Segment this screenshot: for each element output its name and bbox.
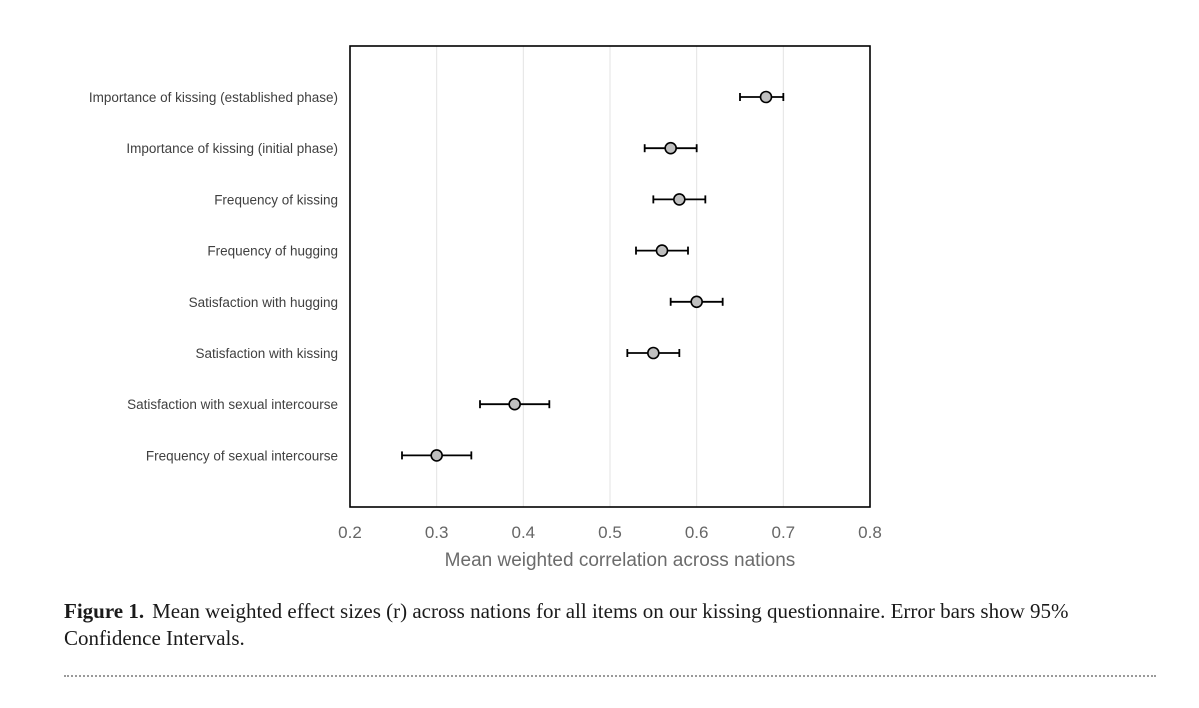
plot-frame bbox=[349, 45, 871, 508]
data-point bbox=[673, 193, 686, 206]
data-point bbox=[690, 295, 703, 309]
data-points bbox=[430, 90, 773, 462]
x-tick-label: 0.8 bbox=[858, 523, 882, 542]
figure-label: Figure 1. bbox=[64, 599, 145, 623]
category-label: Importance of kissing (established phase… bbox=[89, 90, 338, 105]
category-label: Satisfaction with hugging bbox=[189, 295, 338, 310]
gridlines bbox=[436, 46, 784, 507]
data-point bbox=[664, 141, 677, 155]
category-labels: Importance of kissing (established phase… bbox=[89, 90, 338, 463]
data-point bbox=[759, 90, 773, 104]
x-tick-label: 0.5 bbox=[598, 523, 622, 542]
x-tick-label: 0.3 bbox=[425, 523, 449, 542]
x-tick-label: 0.4 bbox=[512, 523, 536, 542]
figure-caption: Figure 1. Mean weighted effect sizes (r) … bbox=[64, 598, 1154, 652]
data-point bbox=[430, 449, 443, 462]
figure-caption-text: Mean weighted effect sizes (r) across na… bbox=[64, 599, 1069, 650]
data-point bbox=[647, 346, 660, 360]
category-label: Frequency of kissing bbox=[214, 192, 338, 207]
x-tick-label: 0.6 bbox=[685, 523, 709, 542]
x-axis-title: Mean weighted correlation across nations bbox=[445, 550, 796, 571]
chart: Importance of kissing (established phase… bbox=[89, 45, 882, 571]
data-point bbox=[655, 244, 669, 257]
data-point bbox=[508, 397, 521, 411]
category-label: Satisfaction with kissing bbox=[195, 346, 338, 361]
x-tick-labels: 0.2 0.3 0.4 0.5 0.6 0.7 0.8 bbox=[338, 523, 882, 542]
dotted-divider bbox=[64, 675, 1156, 677]
x-tick-label: 0.7 bbox=[772, 523, 796, 542]
category-label: Frequency of sexual intercourse bbox=[146, 448, 338, 463]
category-label: Satisfaction with sexual intercourse bbox=[127, 397, 338, 412]
x-tick-label: 0.2 bbox=[338, 523, 362, 542]
category-label: Frequency of hugging bbox=[207, 244, 338, 259]
error-bars bbox=[401, 93, 785, 460]
category-label: Importance of kissing (initial phase) bbox=[126, 141, 338, 156]
